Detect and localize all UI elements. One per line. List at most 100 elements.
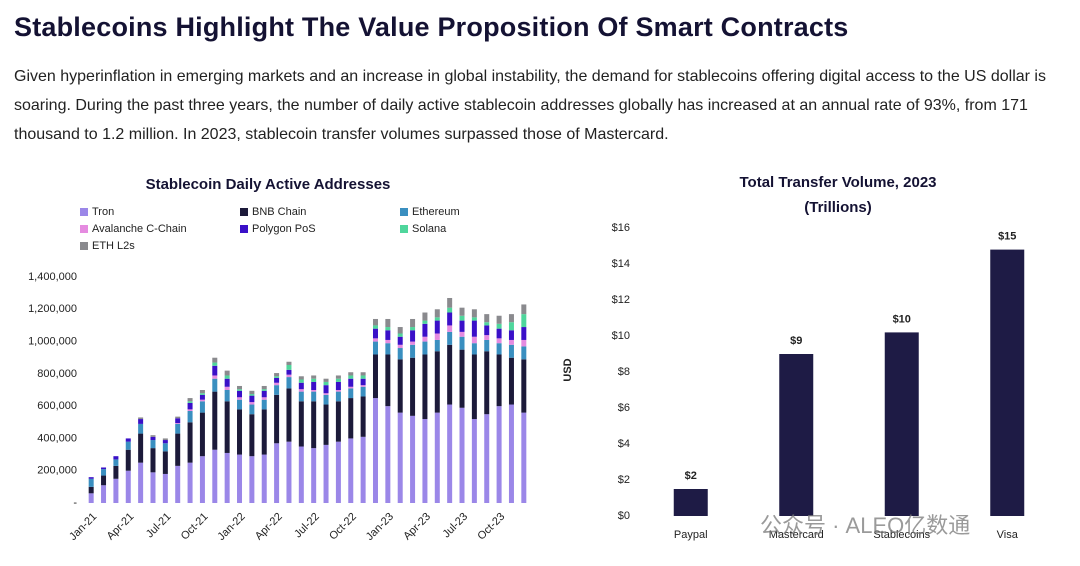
legend-label: Avalanche C-Chain xyxy=(92,223,187,235)
bar-segment xyxy=(187,422,193,463)
bar-segment xyxy=(397,412,403,503)
bar-segment xyxy=(224,401,230,453)
x-tick-label: Jan-21 xyxy=(67,511,99,543)
watermark: 公众号 · ALEO亿数通 xyxy=(760,513,971,538)
legend-swatch xyxy=(80,208,88,216)
bar-segment xyxy=(397,336,403,345)
bar-segment xyxy=(521,346,527,360)
data-label: $10 xyxy=(893,313,911,325)
bar-segment xyxy=(323,381,329,386)
bar-segment xyxy=(422,354,428,420)
bar-segment xyxy=(372,328,378,339)
bar-segment xyxy=(484,314,490,323)
legend-label: Ethereum xyxy=(412,206,460,218)
bar-segment xyxy=(274,385,280,395)
bar-segment xyxy=(249,402,255,405)
x-tick-label: Oct-21 xyxy=(179,511,211,543)
bar-segment xyxy=(150,440,156,449)
bar-segment xyxy=(237,385,243,390)
bar-segment xyxy=(224,386,230,390)
chart-subtitle: (Trillions) xyxy=(804,199,872,216)
bar-segment xyxy=(422,312,428,321)
bar-segment xyxy=(459,320,465,332)
bar-segment xyxy=(101,485,107,503)
bar-segment xyxy=(521,327,527,340)
bar-segment xyxy=(323,378,329,382)
bar-segment xyxy=(397,348,403,360)
bar xyxy=(884,332,919,516)
bar-segment xyxy=(175,465,181,503)
bar-segment xyxy=(323,444,329,503)
bar-segment xyxy=(410,357,416,416)
bar-segment xyxy=(249,456,255,503)
bar-segment xyxy=(459,407,465,503)
bar xyxy=(779,354,814,516)
y-tick-label: 1,200,000 xyxy=(28,303,77,315)
bar-segment xyxy=(496,315,502,324)
bar-segment xyxy=(348,372,354,376)
bar-segment xyxy=(311,401,317,449)
bar-segment xyxy=(447,331,453,345)
bar-segment xyxy=(385,406,391,503)
legend-label: BNB Chain xyxy=(252,206,306,218)
bar-segment xyxy=(224,378,230,387)
bar-segment xyxy=(335,381,341,390)
bar-segment xyxy=(175,433,181,466)
bar-segment xyxy=(323,404,329,445)
bar-segment xyxy=(138,417,144,420)
bar-segment xyxy=(508,404,514,503)
bar-segment xyxy=(447,297,453,308)
bar-segment xyxy=(138,423,144,434)
bar-segment xyxy=(274,373,280,377)
bar-segment xyxy=(187,409,193,411)
bar-segment xyxy=(125,449,131,471)
bar-segment xyxy=(348,388,354,399)
x-tick-label: Jan-23 xyxy=(364,511,396,543)
bar-segment xyxy=(471,336,477,344)
legend-swatch xyxy=(240,208,248,216)
bar-segment xyxy=(496,338,502,344)
bar-segment xyxy=(360,372,366,376)
y-tick-label: $12 xyxy=(612,294,630,306)
bar-segment xyxy=(298,446,304,503)
bar-segment xyxy=(348,375,354,379)
data-label: $2 xyxy=(685,470,697,482)
bar-segment xyxy=(335,391,341,402)
y-tick-label: $0 xyxy=(618,510,630,522)
y-tick-label: $8 xyxy=(618,366,630,378)
bar-segment xyxy=(261,399,267,410)
x-tick-label: Stablecoins xyxy=(873,529,930,541)
bar-segment xyxy=(385,354,391,407)
bar-segment xyxy=(162,451,168,474)
bar-segment xyxy=(113,459,119,466)
bar-segment xyxy=(237,389,243,391)
y-tick-label: 200,000 xyxy=(37,465,77,477)
bar-segment xyxy=(521,339,527,347)
bar-segment xyxy=(311,390,317,392)
y-tick-label: $16 xyxy=(612,222,630,234)
bar-segment xyxy=(496,323,502,329)
bar-segment xyxy=(162,440,168,444)
x-tick-label: Paypal xyxy=(674,529,708,541)
bar-segment xyxy=(298,401,304,447)
bar-segment xyxy=(422,320,428,324)
bar-segment xyxy=(199,401,205,413)
data-label: $15 xyxy=(998,231,1016,243)
bar-segment xyxy=(360,385,366,387)
bar-segment xyxy=(298,376,304,380)
legend-label: Solana xyxy=(412,223,447,235)
bar-segment xyxy=(150,472,156,503)
bar-segment xyxy=(162,443,168,452)
bar-segment xyxy=(410,341,416,345)
bar-segment xyxy=(397,333,403,337)
bar-segment xyxy=(335,441,341,503)
x-tick-label: Mastercard xyxy=(769,529,824,541)
bar-segment xyxy=(410,330,416,342)
bar-segment xyxy=(311,381,317,390)
x-tick-label: Oct-23 xyxy=(475,511,507,543)
bar-segment xyxy=(385,330,391,340)
bar-segment xyxy=(199,393,205,395)
bar-segment xyxy=(496,354,502,407)
x-tick-label: Jul-22 xyxy=(292,511,322,541)
